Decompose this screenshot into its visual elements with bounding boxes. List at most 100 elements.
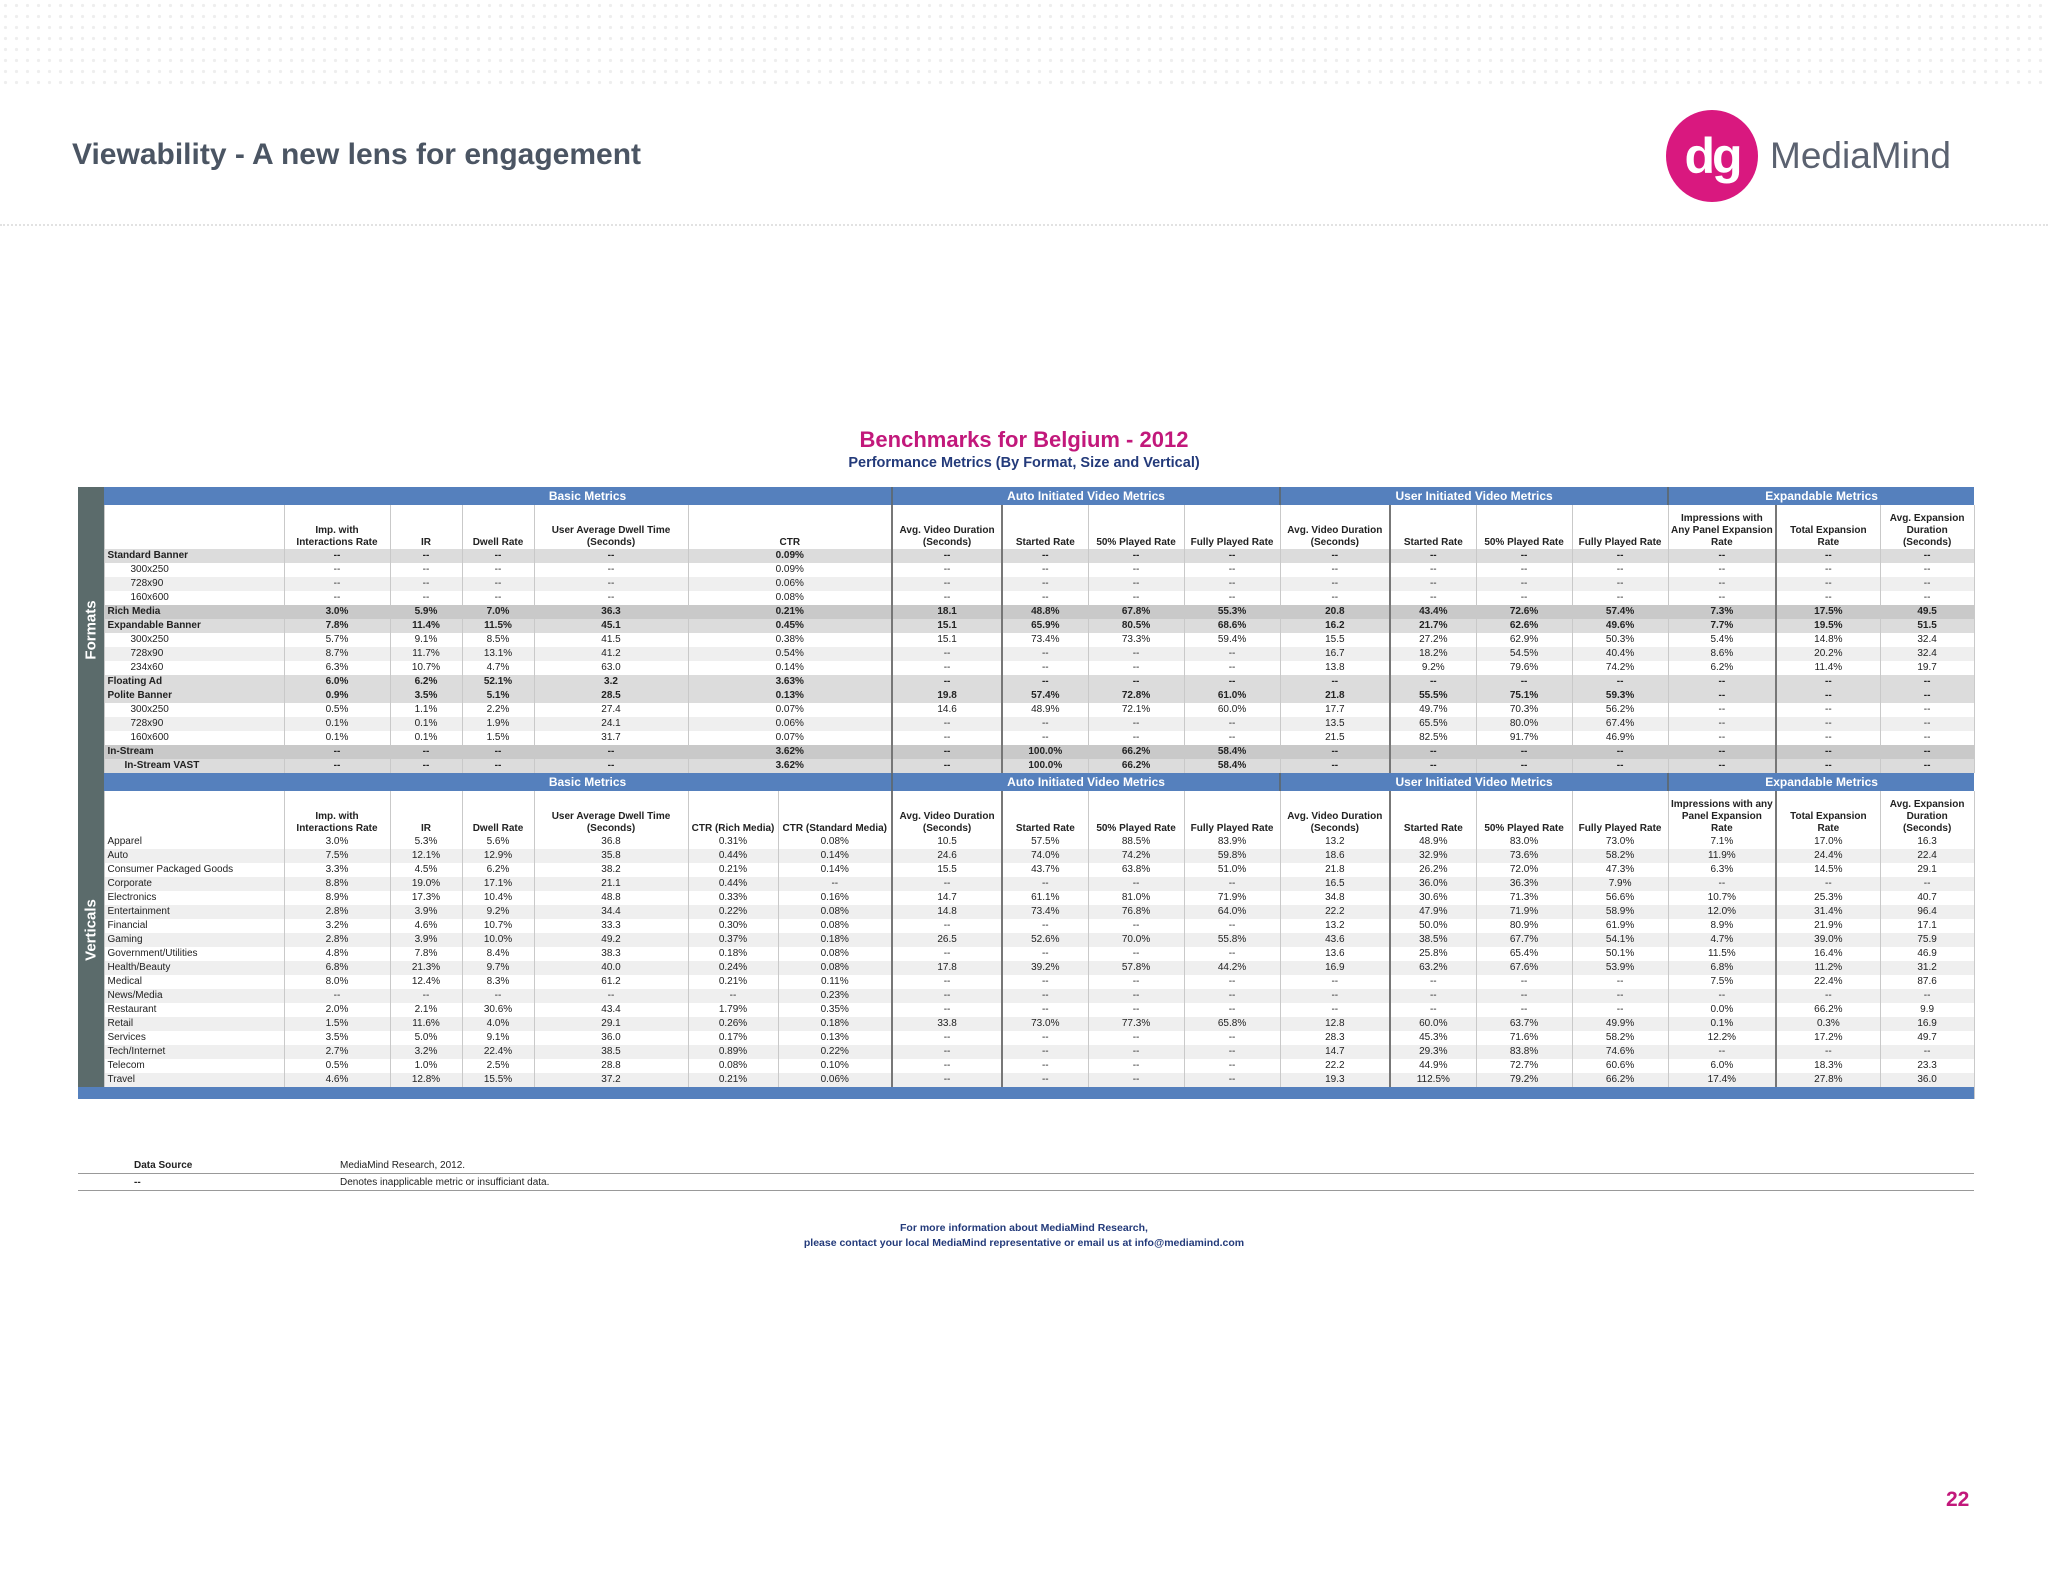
data-source-notes: Data Source MediaMind Research, 2012. --… bbox=[78, 1157, 1974, 1191]
table-cell: -- bbox=[892, 1073, 1004, 1087]
column-header: 50% Played Rate bbox=[1088, 791, 1185, 835]
table-cell: 83.9% bbox=[1184, 835, 1281, 849]
table-cell: -- bbox=[1184, 1045, 1281, 1059]
table-cell: 8.8% bbox=[284, 877, 391, 891]
table-cell: 6.2% bbox=[1668, 661, 1778, 675]
table-cell: 39.0% bbox=[1776, 933, 1881, 947]
table-cell: 0.10% bbox=[778, 1059, 894, 1073]
table-cell: 16.9 bbox=[1880, 1017, 1975, 1031]
table-cell: 0.89% bbox=[688, 1045, 779, 1059]
table-cell: -- bbox=[1880, 577, 1975, 591]
vertical-row: Consumer Packaged Goods 3.3% 4.5% 6.2% 38.2 0… bbox=[78, 863, 1975, 877]
table-cell: 11.5% bbox=[462, 619, 535, 633]
table-cell: 57.4% bbox=[1572, 605, 1669, 619]
table-cell: 4.5% bbox=[390, 863, 463, 877]
table-cell: 2.8% bbox=[284, 905, 391, 919]
table-cell: Government/Utilities bbox=[104, 947, 285, 961]
table-cell: -- bbox=[1572, 1003, 1669, 1017]
table-cell: 54.5% bbox=[1476, 647, 1573, 661]
table-cell: 728x90 bbox=[104, 647, 285, 661]
table-cell: 19.3 bbox=[1280, 1073, 1392, 1087]
table-cell: Telecom bbox=[104, 1059, 285, 1073]
table-cell: 0.1% bbox=[284, 717, 391, 731]
table-cell: 13.5 bbox=[1280, 717, 1392, 731]
table-cell: 63.0 bbox=[534, 661, 689, 675]
table-cell: -- bbox=[892, 1031, 1004, 1045]
column-header: Dwell Rate bbox=[462, 505, 535, 549]
vertical-row: News/Media -- -- -- -- -- 0.23% -- -- -- -- -- -- -- -… bbox=[78, 989, 1975, 1003]
vertical-row: Retail 1.5% 11.6% 4.0% 29.1 0.26% 0.18% 33.8 73.… bbox=[78, 1017, 1975, 1031]
table-cell: 27.4 bbox=[534, 703, 689, 717]
column-header: Started Rate bbox=[1002, 505, 1089, 549]
table-cell: 65.4% bbox=[1476, 947, 1573, 961]
table-cell: 4.7% bbox=[1668, 933, 1778, 947]
table-cell: 21.1 bbox=[534, 877, 689, 891]
table-cell: 1.5% bbox=[462, 731, 535, 745]
table-cell: 63.2% bbox=[1390, 961, 1477, 975]
table-cell: -- bbox=[1880, 591, 1975, 605]
table-cell: 13.8 bbox=[1280, 661, 1392, 675]
table-cell: 4.8% bbox=[284, 947, 391, 961]
table-cell: -- bbox=[1390, 591, 1477, 605]
table-cell: 65.9% bbox=[1002, 619, 1089, 633]
table-cell: 3.2% bbox=[390, 1045, 463, 1059]
format-row: 300x250 5.7% 9.1% 8.5% 41.5 0.38% 15.1 73.4% 73.… bbox=[78, 633, 1975, 647]
table-cell: -- bbox=[1184, 731, 1281, 745]
table-cell: 234x60 bbox=[104, 661, 285, 675]
table-cell: 67.6% bbox=[1476, 961, 1573, 975]
table-cell: 2.0% bbox=[284, 1003, 391, 1017]
table-cell: 0.08% bbox=[778, 919, 894, 933]
table-cell: -- bbox=[1668, 549, 1778, 563]
column-header: 50% Played Rate bbox=[1088, 505, 1185, 549]
table-cell: 73.4% bbox=[1002, 633, 1089, 647]
column-header: Imp. with Interactions Rate bbox=[284, 505, 391, 549]
table-cell: -- bbox=[1184, 549, 1281, 563]
table-cell: -- bbox=[1280, 759, 1392, 773]
table-cell: 72.7% bbox=[1476, 1059, 1573, 1073]
table-cell: 20.2% bbox=[1776, 647, 1881, 661]
vertical-row: Telecom 0.5% 1.0% 2.5% 28.8 0.08% 0.10% -- -- -- -… bbox=[78, 1059, 1975, 1073]
table-cell: 72.8% bbox=[1088, 689, 1185, 703]
table-cell: 67.7% bbox=[1476, 933, 1573, 947]
table-cell: 0.07% bbox=[688, 703, 894, 717]
table-cell: 27.2% bbox=[1390, 633, 1477, 647]
table-cell: 45.3% bbox=[1390, 1031, 1477, 1045]
table-cell: 47.3% bbox=[1572, 863, 1669, 877]
table-cell: -- bbox=[1088, 591, 1185, 605]
table-cell: Financial bbox=[104, 919, 285, 933]
table-cell: -- bbox=[534, 563, 689, 577]
page-number: 22 bbox=[1946, 1488, 1970, 1511]
table-cell: 41.2 bbox=[534, 647, 689, 661]
table-cell: 13.1% bbox=[462, 647, 535, 661]
table-cell: 61.0% bbox=[1184, 689, 1281, 703]
table-cell: 41.5 bbox=[534, 633, 689, 647]
table-cell: 66.2% bbox=[1776, 1003, 1881, 1017]
table-cell: 80.9% bbox=[1476, 919, 1573, 933]
table-cell: -- bbox=[1572, 577, 1669, 591]
verticals-side-label: Verticals bbox=[78, 773, 104, 1087]
table-cell: 13.2 bbox=[1280, 835, 1392, 849]
format-row: In-Stream VAST -- -- -- -- 3.62% -- 100.0% 66.2%… bbox=[78, 759, 1975, 773]
table-cell: 2.8% bbox=[284, 933, 391, 947]
table-cell: Polite Banner bbox=[104, 689, 285, 703]
table-cell: 60.0% bbox=[1390, 1017, 1477, 1031]
table-cell: 3.9% bbox=[390, 905, 463, 919]
table-cell: 5.1% bbox=[462, 689, 535, 703]
table-cell: -- bbox=[1880, 563, 1975, 577]
table-cell: 26.5 bbox=[892, 933, 1004, 947]
column-header: Avg. Video Duration (Seconds) bbox=[1280, 505, 1392, 549]
table-cell: -- bbox=[1184, 563, 1281, 577]
table-cell: -- bbox=[1002, 731, 1089, 745]
table-cell: -- bbox=[1184, 577, 1281, 591]
table-cell: -- bbox=[1184, 989, 1281, 1003]
table-cell: 62.9% bbox=[1476, 633, 1573, 647]
table-cell: 15.5 bbox=[1280, 633, 1392, 647]
table-cell: 49.5 bbox=[1880, 605, 1975, 619]
table-cell: 56.2% bbox=[1572, 703, 1669, 717]
table-cell: -- bbox=[1668, 563, 1778, 577]
table-cell: 13.2 bbox=[1280, 919, 1392, 933]
column-header: Avg. Expansion Duration (Seconds) bbox=[1880, 505, 1975, 549]
table-cell: 0.09% bbox=[688, 563, 894, 577]
table-cell: -- bbox=[1572, 759, 1669, 773]
table-cell: 28.5 bbox=[534, 689, 689, 703]
